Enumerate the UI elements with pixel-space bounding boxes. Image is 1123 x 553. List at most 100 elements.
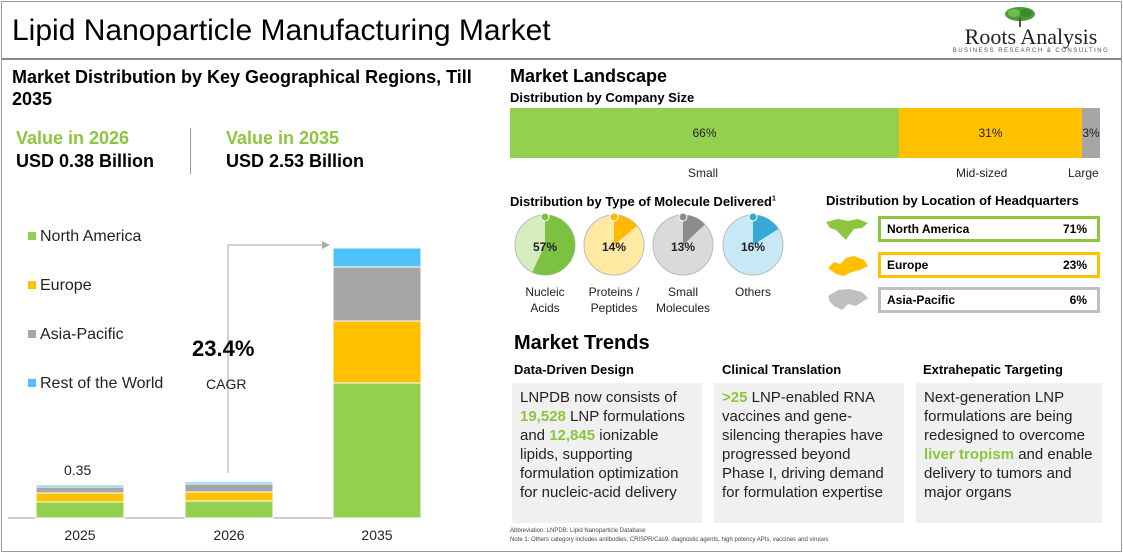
- footnote-1: Note 1: Others category includes antibod…: [510, 537, 829, 543]
- trend-highlight: liver tropism: [924, 446, 1015, 463]
- molecule-label-line2: Peptides: [590, 301, 638, 315]
- bar-segment: [332, 266, 422, 322]
- molecule-title-text: Distribution by Type of Molecule Deliver…: [510, 194, 772, 209]
- abbreviation-note: Abbreviation: LNPDB: Lipid Nanoparticle …: [510, 528, 646, 534]
- trend-highlight: >25: [722, 389, 748, 406]
- protein-icon: [583, 212, 645, 276]
- molecule-label-line2: Molecules: [655, 301, 711, 315]
- bar-segment: [184, 481, 274, 485]
- x-tick-label: 2026: [213, 527, 244, 543]
- hq-pct: 23%: [1062, 258, 1087, 272]
- bar-segment: [184, 500, 274, 519]
- legend-label: North America: [40, 228, 142, 245]
- molecule-label-line1: Others: [734, 285, 771, 299]
- size-pct: 31%: [978, 126, 1003, 140]
- molecule-title-sup: 1: [771, 195, 776, 203]
- molecule-item-small-molecules: 13% Small Molecules: [650, 212, 716, 315]
- bar-segment: [332, 320, 422, 384]
- molecule-item-others: 16% Others: [720, 212, 786, 299]
- page-title: Lipid Nanoparticle Manufacturing Market: [12, 14, 551, 47]
- size-label-small: Small: [688, 166, 719, 180]
- market-trends-title: Market Trends: [514, 332, 650, 354]
- molecule-label: Proteins / Peptides: [569, 284, 659, 316]
- legend-swatch: [28, 232, 36, 240]
- molecule-pct: 16%: [740, 240, 766, 254]
- size-segment-large: 3%: [1082, 108, 1100, 158]
- trend-card-clinical: >25 LNP-enabled RNA vaccines and gene-si…: [714, 383, 904, 523]
- hq-label: Asia-Pacific: [887, 293, 956, 307]
- hq-north-america: North America 71%: [878, 216, 1100, 242]
- x-tick-label: 2025: [64, 527, 95, 543]
- hq-title: Distribution by Location of Headquarters: [826, 193, 1079, 208]
- bar-segment: [332, 247, 422, 268]
- molecule-label-line1: Small: [667, 285, 698, 299]
- trend-card-data-driven: LNPDB now consists of 19,528 LNP formula…: [512, 383, 702, 523]
- size-segment-small: 66%: [510, 108, 899, 158]
- molecule-label: Small Molecules: [638, 284, 728, 316]
- size-label-mid: Mid-sized: [956, 166, 1008, 180]
- molecule-pct: 57%: [532, 240, 558, 254]
- trend-text: LNP-enabled RNA vaccines and gene-silenc…: [722, 389, 884, 501]
- size-label-large: Large: [1068, 166, 1099, 180]
- molecule-item-proteins: 14% Proteins / Peptides: [581, 212, 647, 315]
- hq-label: North America: [887, 222, 970, 236]
- x-tick-label: 2035: [361, 527, 392, 543]
- size-pct: 3%: [1082, 126, 1100, 140]
- trend-highlight: 19,528: [520, 408, 566, 425]
- legend-item: Asia-Pacific: [28, 326, 124, 344]
- bar-segment: [35, 501, 125, 519]
- header: Lipid Nanoparticle Manufacturing Market …: [2, 2, 1121, 60]
- legend-swatch: [28, 379, 36, 387]
- trend-heading: Extrahepatic Targeting: [923, 362, 1063, 377]
- trend-heading: Clinical Translation: [722, 362, 842, 377]
- europe-map-icon: [828, 256, 868, 276]
- size-pct: 66%: [692, 126, 717, 140]
- molecule-item-nucleic-acids: 57% Nucleic Acids: [512, 212, 578, 315]
- cagr-arrowhead: [322, 241, 330, 249]
- molecule-label: Others: [708, 284, 798, 300]
- kpi-2035-value: USD 2.53 Billion: [226, 151, 365, 171]
- bar-segment: [35, 486, 125, 494]
- bar-segment: [184, 483, 274, 493]
- hq-pct: 71%: [1062, 222, 1087, 236]
- molecule-icon: [652, 212, 714, 276]
- trend-highlight: 12,845: [549, 427, 596, 444]
- trend-card-extrahepatic: Next-generation LNP formulations are bei…: [916, 383, 1102, 523]
- kpi-2035-label: Value in 2035: [226, 128, 340, 148]
- cagr-label: CAGR: [206, 376, 247, 392]
- trend-heading: Data-Driven Design: [514, 362, 634, 377]
- trend-text: LNPDB now consists of: [520, 389, 677, 406]
- molecule-label-line1: Nucleic: [525, 285, 565, 299]
- bar-segment: [332, 382, 422, 519]
- kpi-2026: Value in 2026 USD 0.38 Billion: [16, 128, 154, 172]
- other-icon: [722, 212, 784, 276]
- legend-label: Asia-Pacific: [40, 326, 124, 343]
- legend-item: Rest of the World: [28, 375, 163, 393]
- molecule-label-line1: Proteins /: [588, 285, 640, 299]
- molecule-pct: 13%: [670, 240, 696, 254]
- size-segment-mid: 31%: [899, 108, 1082, 158]
- trend-text: and enable delivery to tumors and major …: [924, 446, 1093, 501]
- bar-segment: [35, 484, 125, 488]
- legend-item: North America: [28, 228, 141, 246]
- trend-text: ionizable lipids, supporting formulation…: [520, 427, 679, 501]
- logo-tagline: BUSINESS RESEARCH & CONSULTING: [952, 48, 1110, 54]
- hq-asia-pacific: Asia-Pacific 6%: [878, 287, 1100, 313]
- north-america-map-icon: [826, 219, 868, 240]
- market-landscape-title: Market Landscape: [510, 66, 668, 86]
- kpi-2035: Value in 2035 USD 2.53 Billion: [226, 128, 364, 172]
- molecule-label-line2: Acids: [530, 301, 560, 315]
- molecule-pct: 14%: [601, 240, 627, 254]
- kpi-divider: [190, 128, 191, 174]
- roots-analysis-logo: Roots Analysis BUSINESS RESEARCH & CONSU…: [951, 6, 1111, 58]
- hq-europe: Europe 23%: [878, 252, 1100, 278]
- dna-icon: [514, 212, 576, 276]
- kpi-2026-label: Value in 2026: [16, 128, 130, 148]
- hq-label: Europe: [887, 258, 929, 272]
- cagr-arrow: [227, 244, 322, 473]
- bar-total-label: 0.35: [64, 462, 92, 478]
- legend-label: Rest of the World: [40, 375, 164, 392]
- legend-swatch: [28, 330, 36, 338]
- regional-bar-chart: 2025 2026 2035: [8, 241, 422, 543]
